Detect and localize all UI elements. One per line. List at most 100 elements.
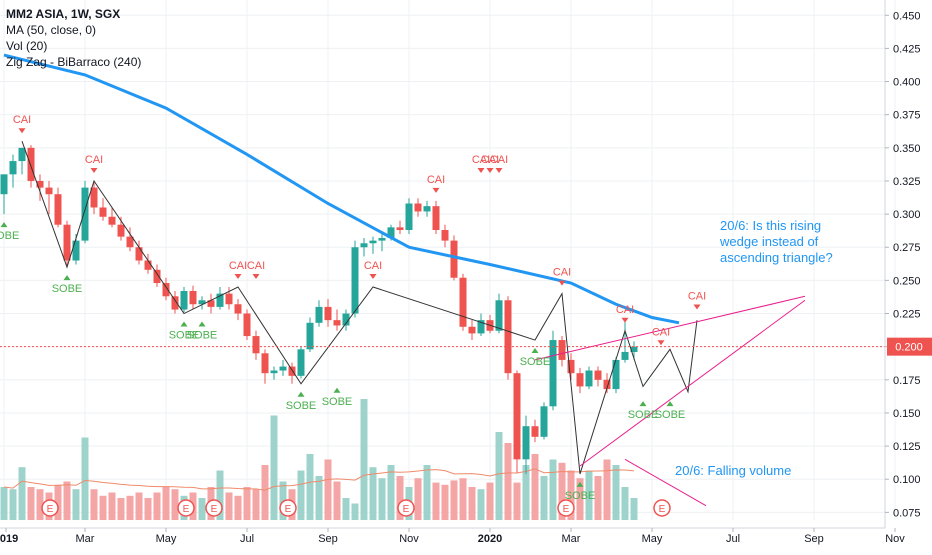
candle-body bbox=[630, 346, 638, 352]
sell-arrow-icon bbox=[558, 280, 566, 286]
volume-ma-line bbox=[3, 468, 635, 491]
volume-bar bbox=[621, 487, 629, 520]
marker-label-sobe: SOBE bbox=[169, 330, 200, 342]
candle-body bbox=[504, 300, 512, 374]
volume-trendline bbox=[624, 458, 707, 507]
volume-bar bbox=[594, 476, 602, 520]
y-tick-label: 0.175 bbox=[893, 375, 921, 387]
candle-body bbox=[387, 227, 395, 238]
sell-arrow-icon bbox=[693, 304, 701, 310]
candle-body bbox=[234, 304, 242, 314]
y-tick-label: 0.450 bbox=[893, 10, 921, 22]
volume-bar bbox=[216, 470, 224, 520]
candle-body bbox=[333, 320, 341, 326]
buy-arrow-icon bbox=[666, 401, 674, 407]
sell-arrow-icon bbox=[495, 167, 503, 173]
signal-markers: CAISOBECAISOBESOBESOBECAICAISOBESOBECAIC… bbox=[0, 114, 706, 502]
volume-bar bbox=[513, 482, 521, 520]
volume-bar bbox=[63, 481, 71, 520]
candle-body bbox=[261, 353, 269, 374]
candle-body bbox=[108, 216, 116, 225]
candle-body bbox=[99, 207, 107, 217]
volume-bar bbox=[567, 470, 575, 520]
volume-bar bbox=[270, 415, 278, 520]
sell-arrow-icon bbox=[369, 274, 377, 280]
volume-bar bbox=[0, 487, 8, 520]
volume-bar bbox=[369, 467, 377, 520]
candle-body bbox=[522, 426, 530, 460]
marker-label-sobe: SOBE bbox=[0, 230, 19, 242]
volume-bar bbox=[477, 489, 485, 520]
marker-label-sobe: SOBE bbox=[628, 409, 659, 421]
candle-body bbox=[585, 370, 593, 387]
volume-bar bbox=[342, 498, 350, 520]
marker-label-cai: CAI bbox=[85, 154, 103, 166]
marker-label-cai: CAI bbox=[472, 154, 490, 166]
buy-arrow-icon bbox=[180, 321, 188, 327]
zigzag-legend[interactable]: Zig Zag - BiBarraco (240) bbox=[6, 55, 142, 69]
candle-body bbox=[90, 187, 98, 208]
sell-arrow-icon bbox=[234, 274, 242, 280]
y-tick-label: 0.150 bbox=[893, 408, 921, 420]
candle-body bbox=[315, 306, 323, 323]
volume-legend[interactable]: Vol (20) bbox=[6, 39, 48, 53]
marker-label-cai: CAI bbox=[427, 174, 445, 186]
symbol-title[interactable]: MM2 ASIA, 1W, SGX bbox=[6, 7, 121, 21]
volume-bar bbox=[54, 484, 62, 520]
volume-bar bbox=[495, 432, 503, 520]
volume-bar bbox=[585, 470, 593, 520]
volume-bar bbox=[153, 492, 161, 520]
volume-bar bbox=[468, 487, 476, 520]
last-price-label: 0.200 bbox=[895, 342, 923, 354]
candle-body bbox=[27, 147, 35, 181]
candle-body bbox=[117, 224, 125, 237]
candle-body bbox=[324, 306, 332, 321]
candle-body bbox=[252, 336, 260, 354]
x-tick-label: 2019 bbox=[0, 533, 18, 545]
volume-bar bbox=[36, 489, 44, 520]
candle-body bbox=[378, 237, 386, 241]
candle-body bbox=[432, 206, 440, 231]
candle-body bbox=[189, 290, 197, 305]
volume-bar bbox=[324, 459, 332, 520]
candle-body bbox=[342, 313, 350, 326]
x-tick-label: Nov bbox=[885, 533, 905, 545]
volume-bar bbox=[135, 492, 143, 520]
candle-body bbox=[306, 322, 314, 350]
volume-bar bbox=[117, 498, 125, 520]
ma-legend[interactable]: MA (50, close, 0) bbox=[6, 23, 97, 37]
candle-body bbox=[0, 174, 8, 195]
volume-bar bbox=[162, 487, 170, 520]
y-tick-label: 0.425 bbox=[893, 43, 921, 55]
candle-body bbox=[477, 320, 485, 334]
volume-bar bbox=[315, 476, 323, 520]
volume-bar bbox=[261, 465, 269, 520]
marker-label-sobe: SOBE bbox=[187, 330, 218, 342]
candle-body bbox=[162, 283, 170, 297]
volume-bar bbox=[414, 478, 422, 520]
marker-label-sobe: SOBE bbox=[565, 490, 596, 502]
volume-bar bbox=[27, 487, 35, 520]
volume-bar bbox=[144, 498, 152, 520]
candle-body bbox=[531, 426, 539, 437]
marker-label-cai: CAI bbox=[247, 260, 265, 272]
ma50-line bbox=[3, 53, 680, 325]
y-tick-label: 0.125 bbox=[893, 441, 921, 453]
x-tick-label: May bbox=[156, 533, 177, 545]
last-price-badge bbox=[887, 337, 932, 356]
volume-bar bbox=[486, 482, 494, 520]
volume-bar bbox=[432, 482, 440, 520]
y-tick-label: 0.250 bbox=[893, 275, 921, 287]
volume-bar bbox=[306, 454, 314, 520]
buy-arrow-icon bbox=[0, 222, 8, 228]
candle-body bbox=[153, 269, 161, 284]
wedge-trendline bbox=[579, 299, 806, 467]
volume-bar bbox=[378, 478, 386, 520]
x-tick-label: Mar bbox=[76, 533, 95, 545]
annotation-text: wedge instead of bbox=[719, 234, 819, 249]
candle-body bbox=[459, 277, 467, 327]
volume-bar bbox=[279, 481, 287, 520]
y-tick-label: 0.400 bbox=[893, 77, 921, 89]
